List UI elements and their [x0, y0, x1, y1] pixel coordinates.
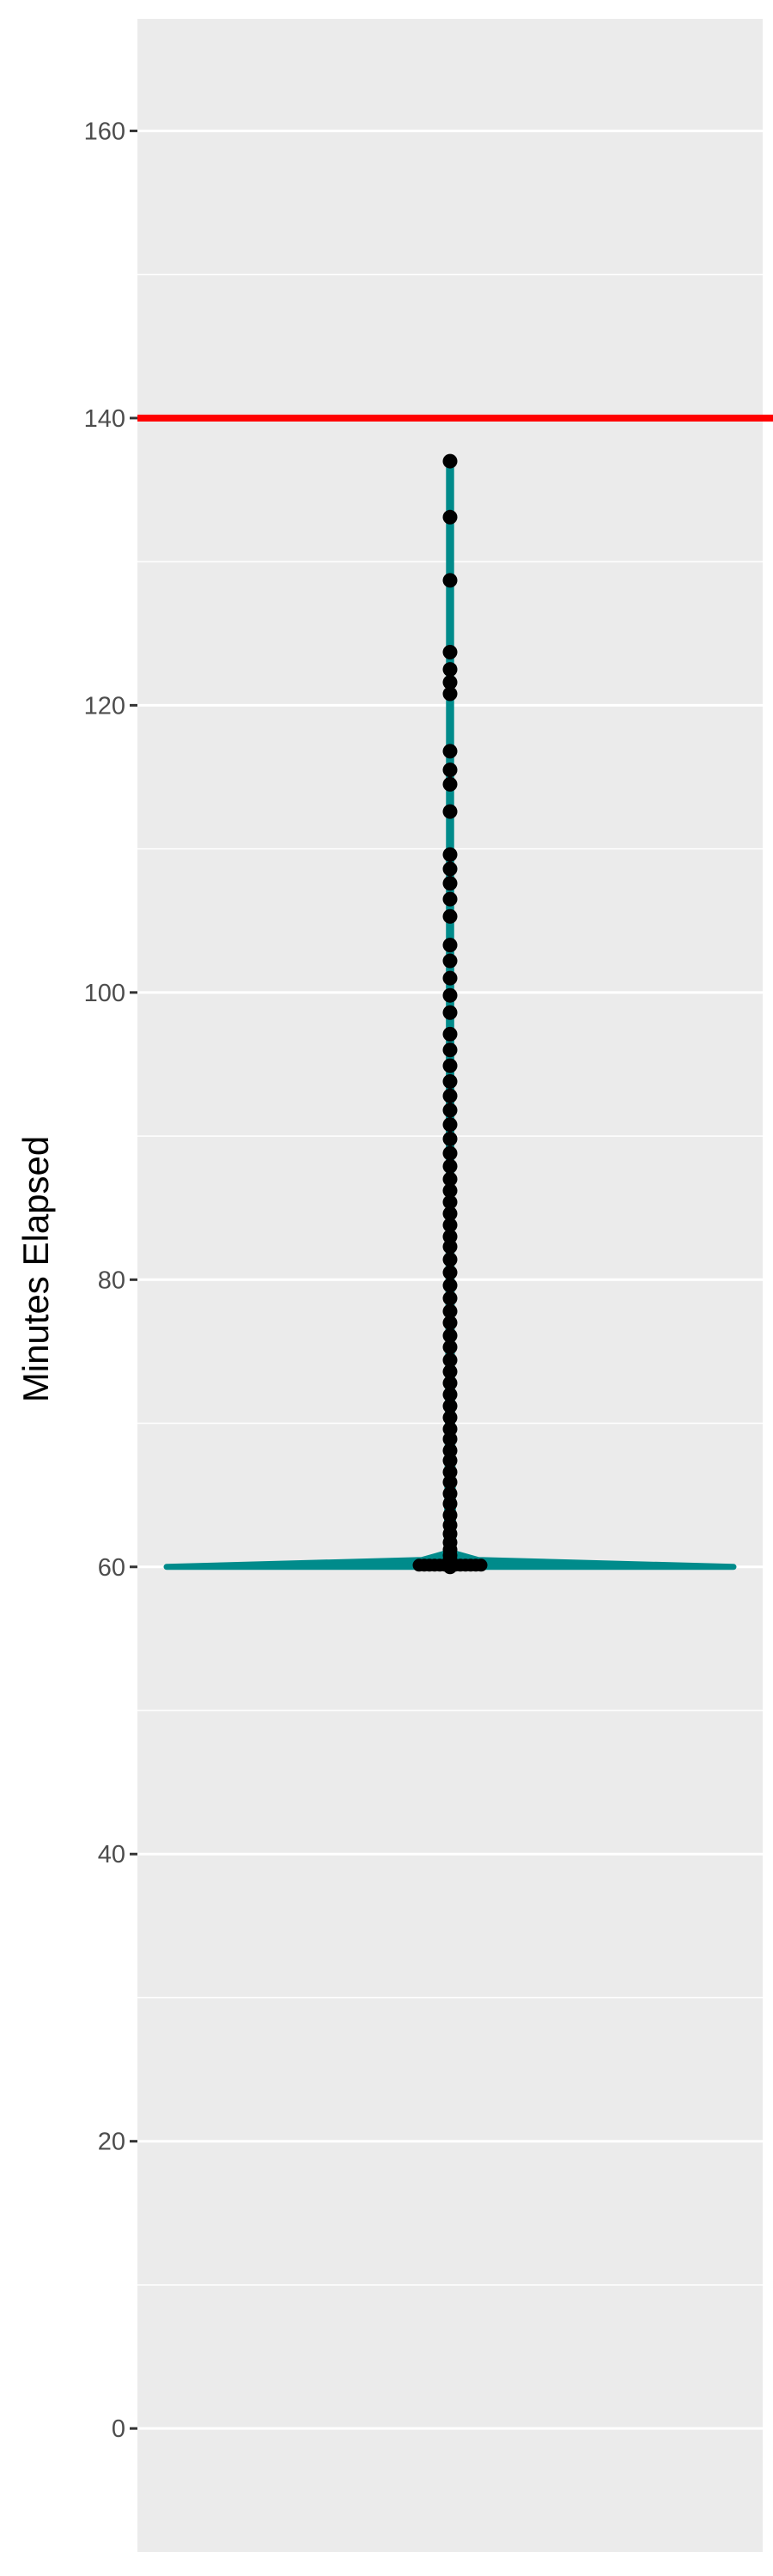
data-point	[442, 804, 458, 819]
data-point	[442, 1171, 458, 1187]
data-point	[442, 1328, 458, 1344]
data-point	[442, 662, 458, 677]
points-layer	[412, 453, 488, 1575]
data-point	[442, 1218, 458, 1233]
data-point	[442, 1005, 458, 1020]
data-point	[442, 891, 458, 907]
data-point	[442, 1387, 458, 1402]
data-point	[442, 938, 458, 953]
data-point	[442, 1291, 458, 1306]
data-point	[442, 675, 458, 690]
data-point	[442, 1364, 458, 1379]
data-point	[442, 908, 458, 924]
data-point	[442, 1431, 458, 1447]
data-point	[442, 1265, 458, 1280]
data-point	[442, 876, 458, 891]
data-point	[442, 1252, 458, 1267]
y-axis-ticks	[130, 129, 137, 2430]
y-tick-label: 40	[98, 1841, 125, 1868]
y-tick-label: 160	[84, 118, 125, 145]
y-tick-label: 100	[84, 980, 125, 1007]
data-point	[442, 1303, 458, 1319]
data-point	[442, 1194, 458, 1210]
data-point	[442, 1058, 458, 1073]
data-point	[442, 1145, 458, 1161]
data-point	[442, 1410, 458, 1425]
data-point	[442, 1443, 458, 1458]
data-point	[442, 573, 458, 588]
y-axis-tick-labels: 0 20 40 60 80 100 120 140 160	[84, 118, 125, 2443]
data-point	[442, 1183, 458, 1199]
data-point	[442, 1464, 458, 1479]
data-point	[474, 1558, 488, 1572]
y-tick-label: 80	[98, 1267, 125, 1294]
data-point	[442, 1103, 458, 1118]
data-point	[442, 861, 458, 877]
data-point	[442, 744, 458, 759]
y-axis-title: Minutes Elapsed	[15, 1136, 56, 1403]
data-point	[442, 762, 458, 778]
data-point	[442, 686, 458, 702]
data-point	[442, 1206, 458, 1221]
data-point	[442, 1278, 458, 1293]
data-point	[442, 953, 458, 969]
data-point	[442, 1088, 458, 1103]
data-point	[442, 776, 458, 792]
data-point	[442, 1453, 458, 1468]
data-point	[442, 1421, 458, 1437]
data-point	[442, 1398, 458, 1413]
data-point	[442, 847, 458, 862]
data-point	[442, 1026, 458, 1042]
data-point	[442, 1352, 458, 1368]
y-tick-label: 140	[84, 405, 125, 433]
data-point	[442, 1315, 458, 1330]
data-point	[442, 1474, 458, 1490]
data-point	[442, 1229, 458, 1244]
y-tick-label: 60	[98, 1554, 125, 1582]
data-point	[442, 1074, 458, 1090]
data-point	[442, 1485, 458, 1501]
data-point	[442, 970, 458, 986]
data-point	[442, 453, 458, 469]
data-point	[442, 1158, 458, 1174]
data-point	[442, 1376, 458, 1391]
data-point	[442, 509, 458, 525]
data-point	[442, 1496, 458, 1511]
y-tick-label: 120	[84, 692, 125, 720]
y-tick-label: 0	[112, 2415, 125, 2443]
data-point	[442, 1117, 458, 1133]
data-point	[442, 1239, 458, 1255]
y-tick-label: 20	[98, 2129, 125, 2156]
data-point	[442, 1508, 458, 1523]
data-point	[442, 1340, 458, 1355]
data-point	[442, 645, 458, 659]
data-point	[442, 987, 458, 1003]
data-point	[442, 1042, 458, 1058]
data-point	[442, 1131, 458, 1146]
data-point	[442, 1517, 458, 1533]
